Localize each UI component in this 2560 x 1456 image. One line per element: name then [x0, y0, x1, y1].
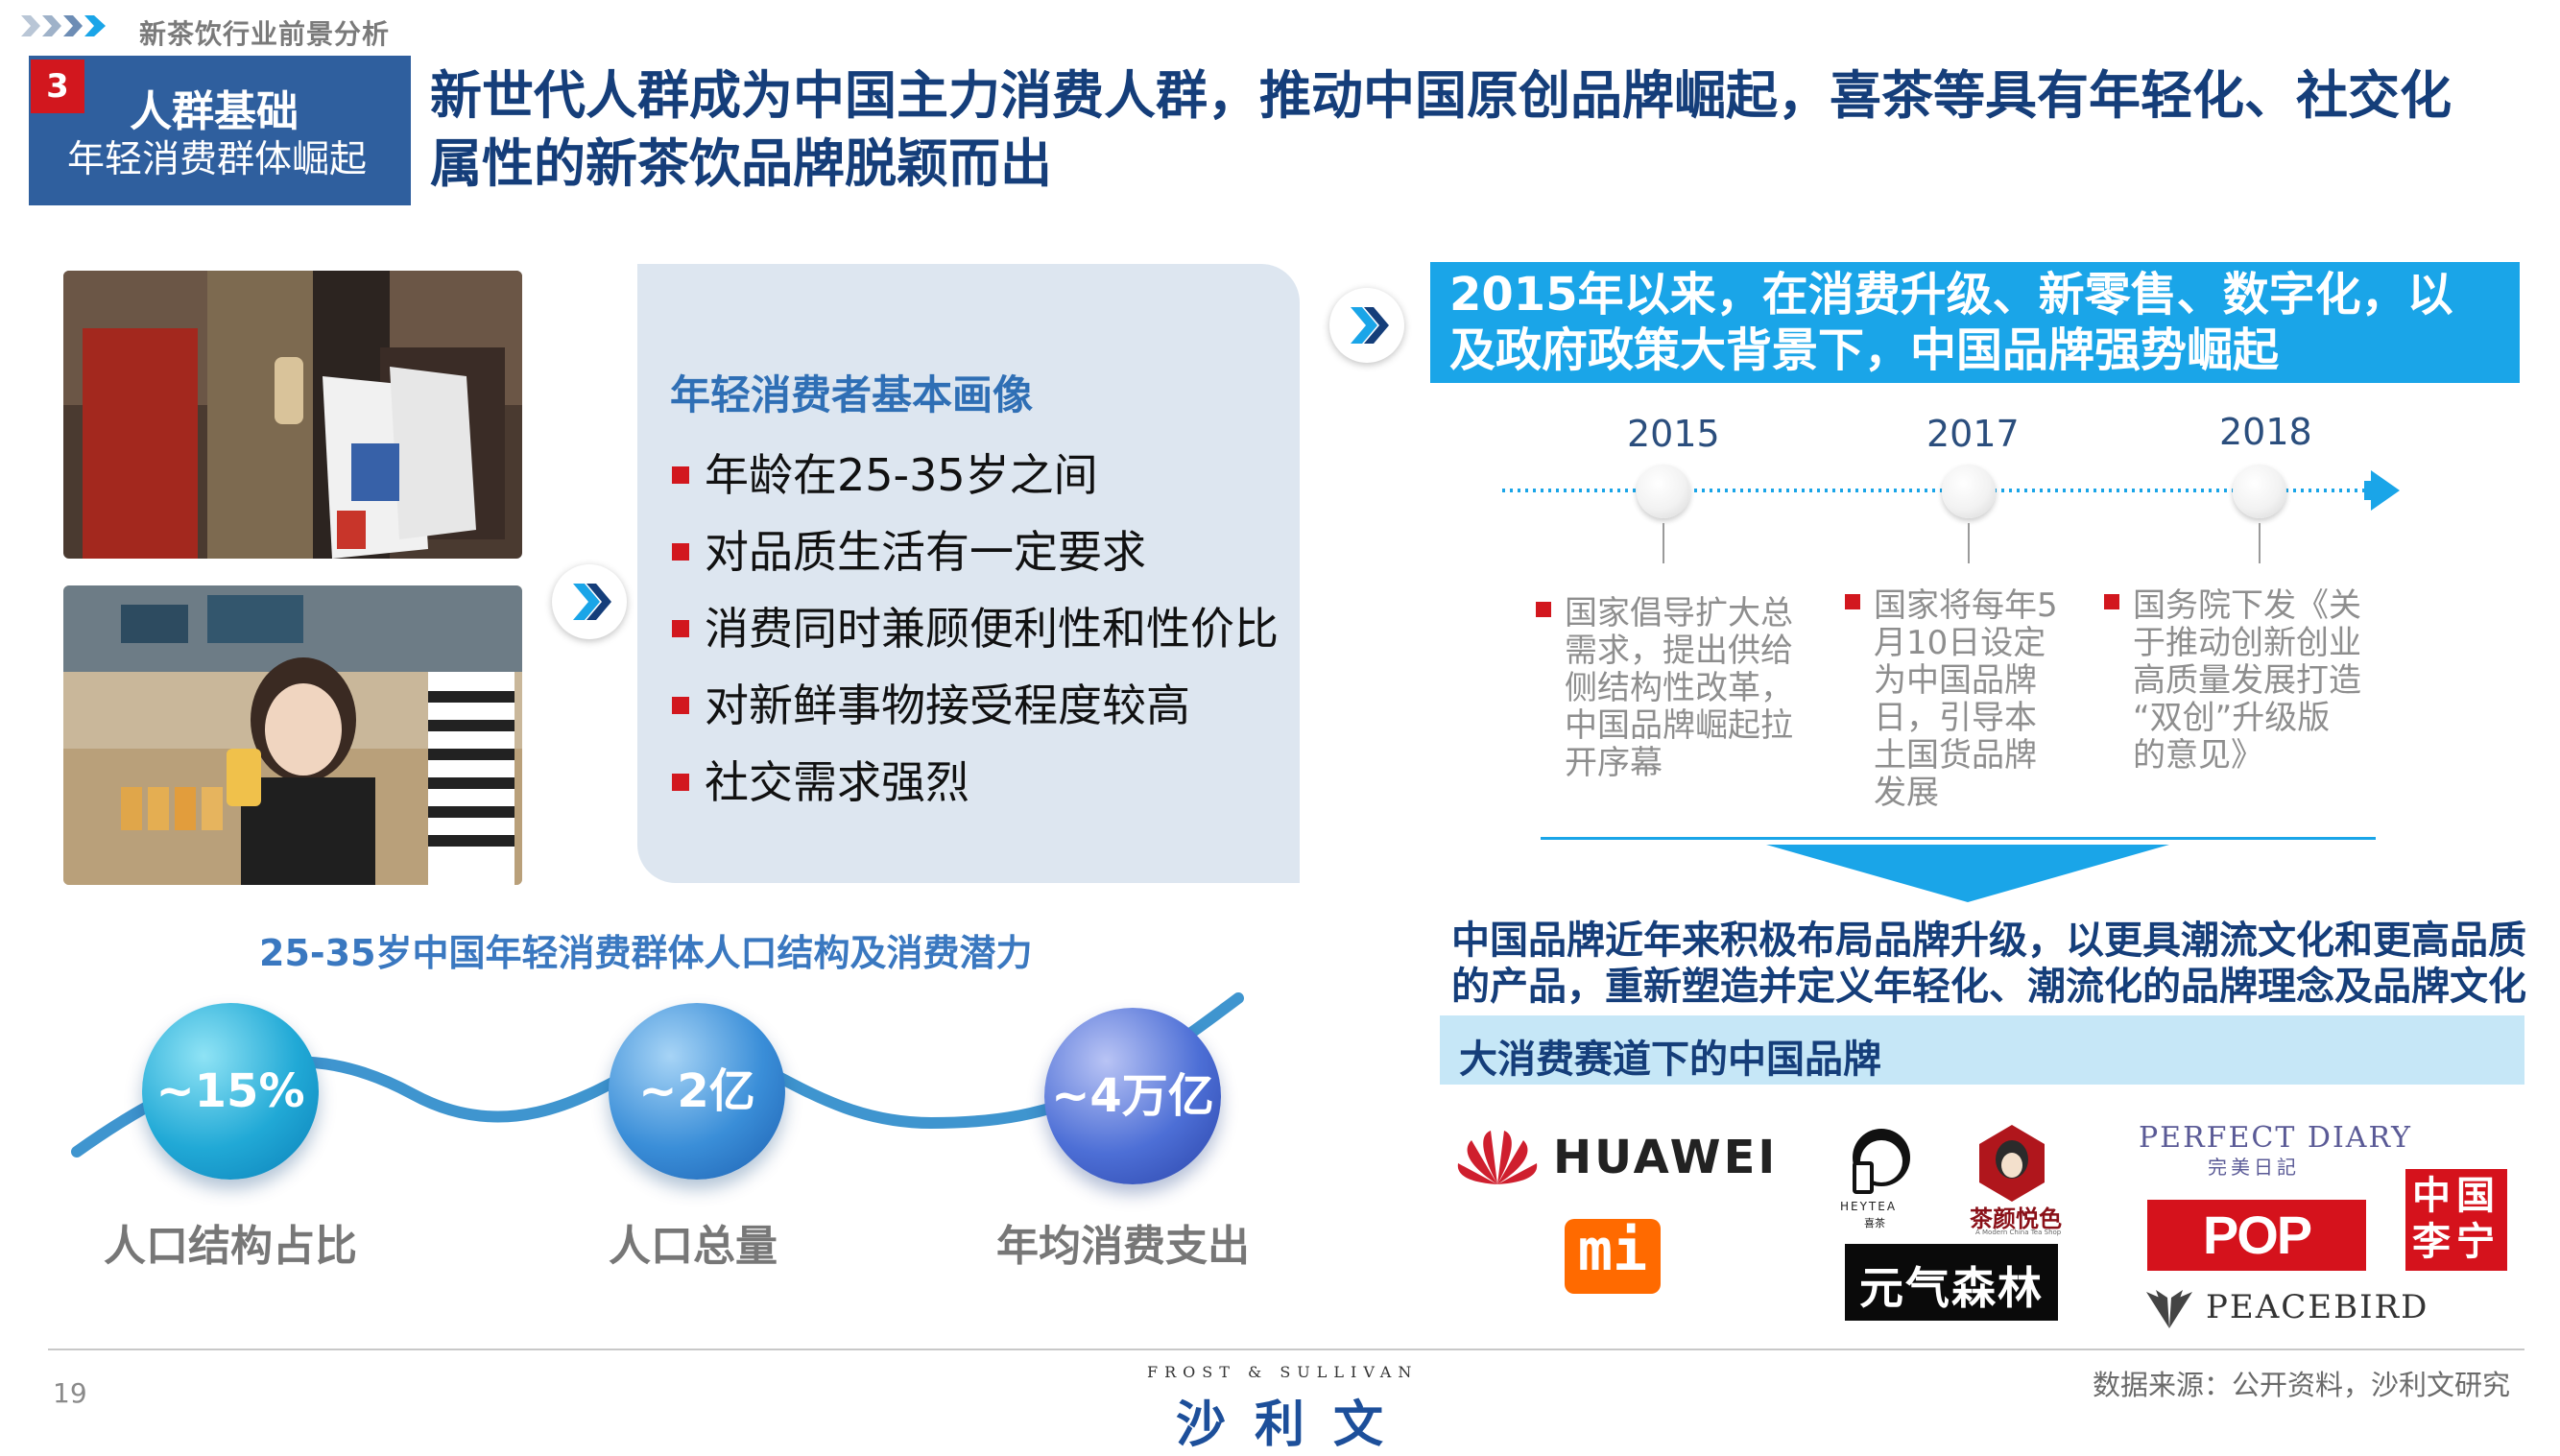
section-label: 新茶饮行业前景分析 [139, 18, 391, 50]
heytea-wordmark: HEYTEA [1840, 1200, 1898, 1213]
heytea-logo-icon [1853, 1129, 1910, 1194]
section-badge-subtitle: 年轻消费群体崛起 [67, 138, 368, 181]
brands-title: 大消费赛道下的中国品牌 [1459, 1038, 1881, 1082]
popmart-logo-box [2147, 1200, 2366, 1271]
yuanqi-wordmark: 元气森林 [1859, 1262, 2044, 1314]
brands-title-bar [1440, 1015, 2524, 1085]
frost-sullivan-logo-cn: 沙利文 [1176, 1396, 1413, 1454]
data-source: 数据来源：公开资料，沙利文研究 [2092, 1369, 2510, 1401]
section-number: 3 [31, 60, 84, 113]
list-item: 消费同时兼顾便利性和性价比 [672, 590, 1279, 667]
peacebird-wordmark: PEACEBIRD [2206, 1288, 2429, 1326]
perfect-diary-cn: 完美日記 [2208, 1156, 2300, 1179]
section-badge-title: 人群基础 [130, 87, 299, 136]
frost-sullivan-logo-en: FROST & SULLIVAN [1147, 1363, 1419, 1381]
bullet-square-icon [672, 697, 689, 714]
list-item: 年龄在25-35岁之间 [672, 437, 1279, 513]
heytea-cn-wordmark: 喜茶 [1864, 1217, 1885, 1229]
bullet-square-icon [672, 620, 689, 637]
list-item: 社交需求强烈 [672, 744, 1279, 821]
footer-divider [48, 1349, 2524, 1350]
chayan-yuese-en: A Modern China Tea Shop [1975, 1229, 2062, 1236]
list-item: 对新鲜事物接受程度较高 [672, 667, 1279, 744]
timeline-dot [2233, 465, 2286, 518]
arrow-right-icon [1329, 288, 1404, 363]
bullet-square-icon [672, 466, 689, 484]
timeline-year: 2017 [1926, 413, 2020, 455]
yuanqi-logo-box [1845, 1244, 2058, 1321]
bubble-label-annual-spending: 年均消费支出 [996, 1222, 1250, 1271]
population-title: 25-35岁中国年轻消费群体人口结构及消费潜力 [259, 932, 1033, 974]
timeline-tick [2259, 523, 2261, 563]
peacebird-logo-icon [2146, 1290, 2192, 1328]
bullet-square-icon [672, 543, 689, 561]
timeline-dot [1942, 465, 1996, 518]
bubble-annual-spending: ~4万亿 [1044, 1008, 1221, 1184]
chayan-yuese-logo-icon [1979, 1125, 2045, 1202]
header-chevron-icon [21, 15, 106, 36]
brand-upgrade-conclusion: 中国品牌近年来积极布局品牌升级，以更具潮流文化和更高品质 的产品，重新塑造并定义… [1451, 919, 2526, 1009]
arrow-right-icon [552, 564, 627, 639]
page-title: 新世代人群成为中国主力消费人群，推动中国原创品牌崛起，喜茶等具有年轻化、社交化 … [430, 61, 2542, 198]
timeline-heading-bar [1430, 262, 2520, 383]
bullet-square-icon [2104, 593, 2119, 609]
timeline-axis [1502, 470, 2400, 511]
xiaomi-logo-icon [1565, 1219, 1661, 1294]
page-number: 19 [53, 1377, 87, 1409]
timeline-note-2017: 国家将每年5 月10日设定 为中国品牌 日，引导本 土国货品牌 发展 [1845, 587, 2123, 812]
xiaomi-wordmark: mi [1577, 1217, 1648, 1284]
bubble-label-population-total: 人口总量 [609, 1222, 778, 1271]
consumer-profile-panel [637, 264, 1300, 883]
bubble-label-population-share: 人口结构占比 [104, 1222, 357, 1271]
huawei-logo-icon [1457, 1131, 1538, 1184]
perfect-diary-wordmark: PERFECT DIARY [2139, 1121, 2412, 1155]
timeline-note-2015: 国家倡导扩大总 需求，提出供给 侧结构性改革， 中国品牌崛起拉 开序幕 [1536, 595, 1814, 782]
timeline-tick [1663, 523, 1664, 563]
bubble-population-total: ~2亿 [609, 1003, 785, 1180]
lining-logo-box [2405, 1169, 2507, 1271]
timeline-tick [1968, 523, 1970, 563]
timeline-year: 2015 [1627, 413, 1720, 455]
consumer-profile-list: 年龄在25-35岁之间 对品质生活有一定要求 消费同时兼顾便利性和性价比 对新鲜… [672, 437, 1279, 821]
down-arrow-icon [1766, 845, 2169, 902]
page-title-line2: 属性的新茶饮品牌脱颖而出 [430, 133, 1052, 194]
timeline-heading: 2015年以来，在消费升级、新零售、数字化，以 及政府政策大背景下，中国品牌强势… [1449, 268, 2453, 377]
section-badge [29, 56, 411, 205]
chayan-yuese-wordmark: 茶颜悦色 [1970, 1205, 2062, 1232]
timeline-note-2018: 国务院下发《关 于推动创新创业 高质量发展打造 “双创”升级版 的意见》 [2104, 587, 2392, 775]
popmart-wordmark: POP MART [2183, 1205, 2333, 1327]
photo-shoppers-with-tea-bags [63, 271, 522, 559]
huawei-wordmark: HUAWEI [1553, 1131, 1779, 1184]
consumer-profile-title: 年轻消费者基本画像 [670, 371, 1034, 418]
bubble-population-share: ~15% [142, 1003, 319, 1180]
bullet-square-icon [672, 774, 689, 791]
bullet-square-icon [1845, 593, 1860, 609]
page-title-line1: 新世代人群成为中国主力消费人群，推动中国原创品牌崛起，喜茶等具有年轻化、社交化 [430, 65, 2452, 126]
lining-wordmark: 中国 李宁 [2412, 1174, 2500, 1264]
list-item: 对品质生活有一定要求 [672, 513, 1279, 590]
divider-line [1541, 837, 2376, 840]
timeline-year: 2018 [2219, 411, 2312, 453]
timeline-dot [1637, 465, 1690, 518]
photo-young-woman-with-tea [63, 585, 522, 885]
bullet-square-icon [1536, 601, 1551, 617]
